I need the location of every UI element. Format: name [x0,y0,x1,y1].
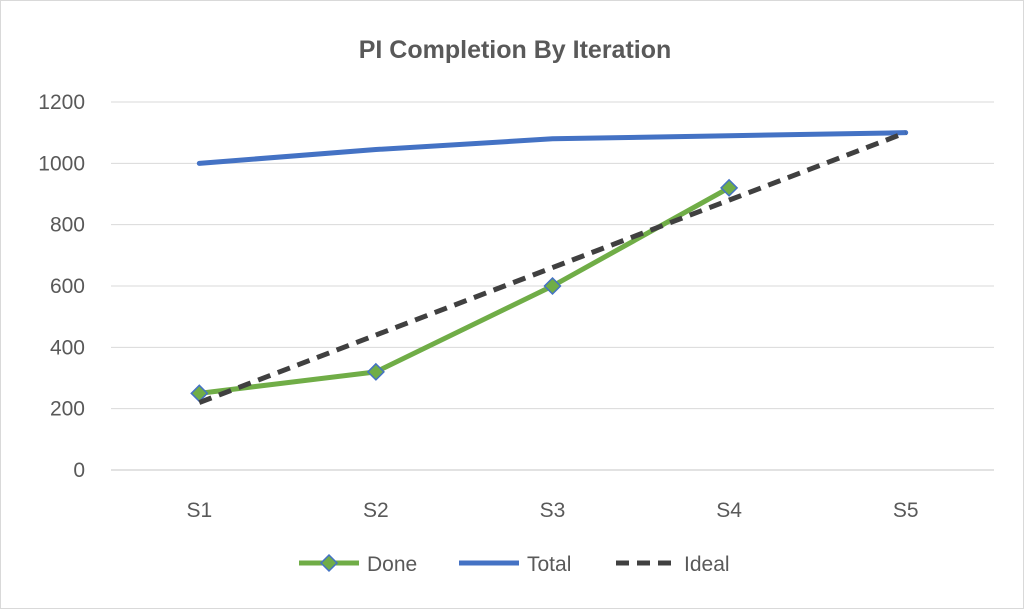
y-tick-label: 1000 [38,152,85,175]
series-line-total [196,130,909,166]
x-tick-label: S2 [363,499,389,522]
legend-item-done: Done [299,553,417,576]
legend: Done Total Ideal [299,553,730,576]
x-tick-label: S3 [540,499,566,522]
x-axis: S1 S2 S3 S4 S5 [111,469,994,522]
y-tick-label: 600 [50,275,85,298]
x-tick-label: S1 [186,499,212,522]
legend-item-total: Total [459,553,571,576]
y-axis: 0 200 400 600 800 1000 1200 [38,91,85,482]
series-group [190,130,909,405]
legend-marker [319,553,339,573]
series-line-ideal [198,130,907,405]
y-tick-label: 1200 [38,91,85,114]
chart-title: PI Completion By Iteration [359,36,672,64]
data-point-done [543,276,562,296]
legend-label: Total [527,553,571,576]
x-tick-label: S5 [893,499,919,522]
y-tick-label: 400 [50,336,85,359]
y-tick-label: 0 [73,459,85,482]
legend-label: Done [367,553,417,576]
data-point-done [720,178,739,197]
data-point-done [366,362,385,381]
y-tick-label: 800 [50,214,85,237]
legend-label: Ideal [684,553,730,576]
x-tick-label: S4 [716,499,742,522]
series-line-done [196,185,732,396]
gridlines [111,101,994,410]
legend-item-ideal: Ideal [616,553,730,576]
y-tick-label: 200 [50,398,85,421]
